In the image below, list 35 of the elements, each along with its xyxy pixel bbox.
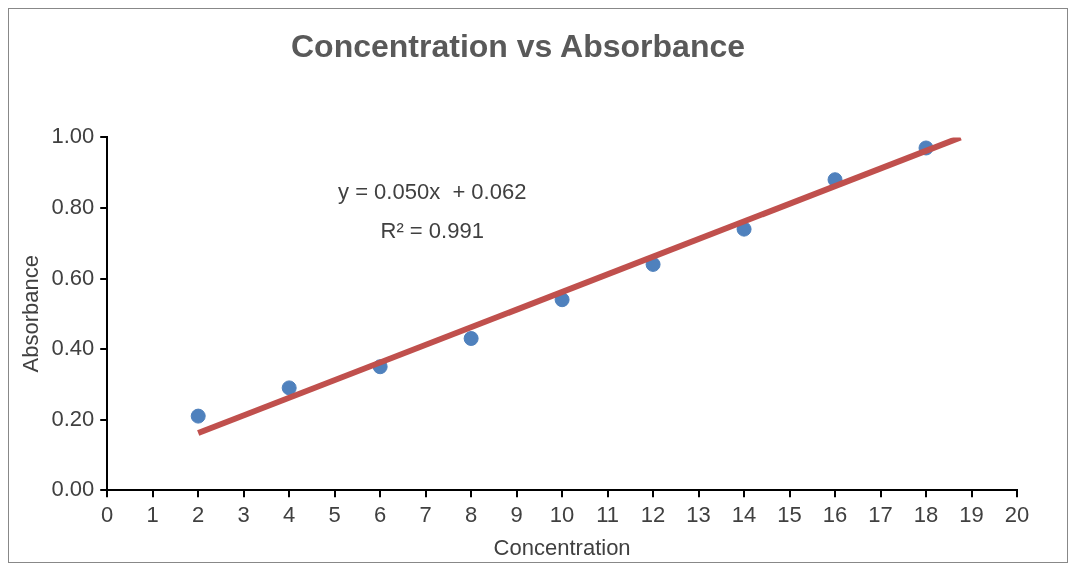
y-tick-label: 0.80: [51, 194, 95, 220]
x-tick-label: 4: [283, 502, 296, 528]
y-tick-label: 0.00: [51, 476, 95, 502]
x-tick-label: 15: [777, 502, 802, 528]
annotation: y = 0.050x + 0.062: [338, 179, 527, 205]
x-tick-label: 11: [596, 502, 620, 528]
y-axis-title: Absorbance: [18, 255, 44, 373]
x-tick-label: 18: [913, 502, 939, 528]
point: [463, 331, 479, 346]
x-tick-label: 3: [237, 502, 250, 528]
x-tick-label: 20: [1004, 502, 1030, 528]
x-tick-label: 16: [822, 502, 848, 528]
annotation: R² = 0.991: [380, 218, 484, 244]
x-tick-label: 5: [328, 502, 341, 528]
x-tick-label: 6: [374, 502, 387, 528]
x-tick-label: 12: [640, 502, 666, 528]
point: [281, 380, 297, 396]
x-tick-label: 17: [868, 502, 893, 528]
x-axis-title: Concentration: [493, 534, 631, 560]
x-tick-label: 14: [731, 502, 757, 528]
x-tick-label: 19: [959, 502, 984, 528]
chart-title: Concentration vs Absorbance: [290, 28, 746, 65]
x-tick-label: 13: [686, 502, 711, 528]
y-tick-label: 0.40: [51, 335, 95, 361]
y-tick-label: 0.20: [51, 405, 95, 431]
y-tick-label: 1.00: [51, 123, 95, 149]
x-tick-label: 9: [510, 502, 523, 528]
x-tick-label: 2: [192, 502, 205, 528]
point: [190, 408, 206, 424]
x-tick-label: 7: [419, 502, 432, 528]
x-tick-label: 8: [465, 502, 478, 528]
y-tick-label: 0.60: [51, 264, 95, 290]
x-tick-label: 10: [549, 502, 575, 528]
x-tick-label: 0: [101, 502, 114, 528]
x-tick-label: 1: [146, 502, 159, 528]
